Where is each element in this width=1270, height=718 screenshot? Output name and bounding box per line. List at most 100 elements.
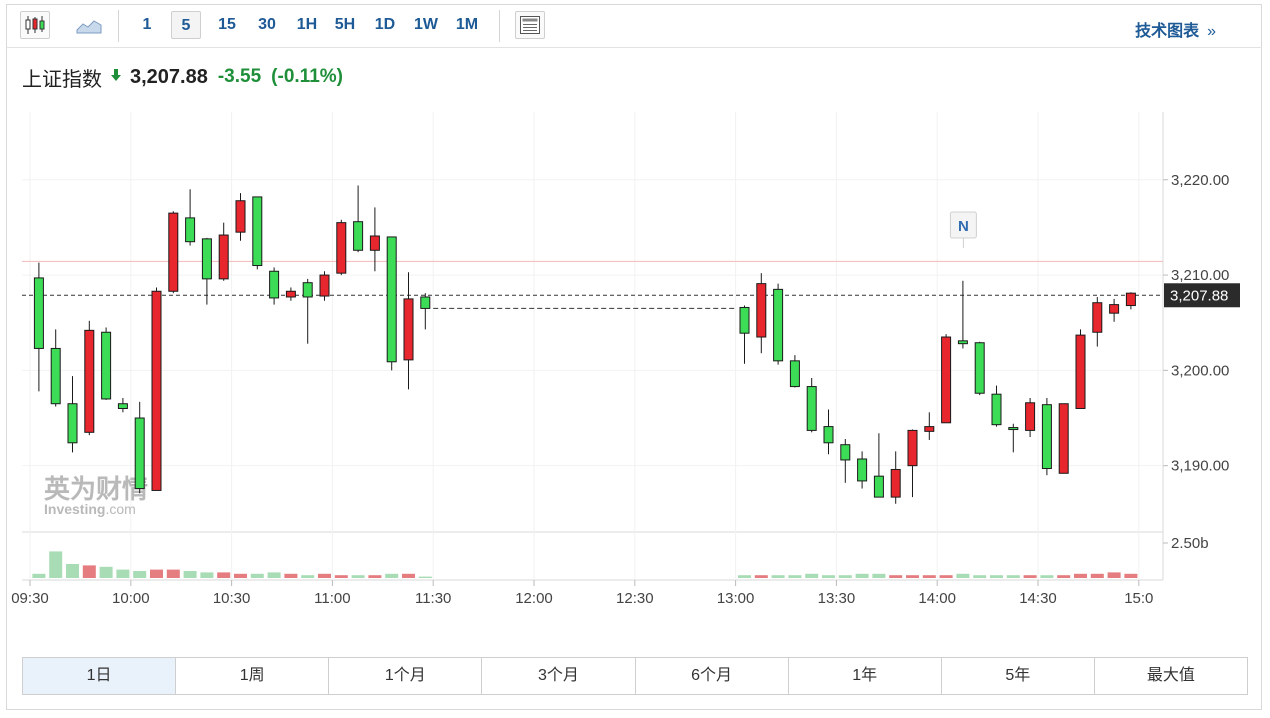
candle-body[interactable]: [1008, 427, 1019, 431]
quote-header: 上证指数 3,207.88 -3.55 (-0.11%): [22, 64, 343, 91]
volume-bar: [771, 575, 785, 578]
candle-body[interactable]: [386, 236, 397, 363]
volume-bar: [116, 569, 130, 578]
range-button-7[interactable]: 最大值: [1146, 667, 1195, 684]
x-tick-label: 13:00: [717, 590, 755, 607]
candle-body[interactable]: [907, 429, 918, 467]
chart-axes: 3,220.00 3,210.00 3,200.00 3,190.00 09:30 10:…: [11, 172, 1240, 607]
candle-body[interactable]: [773, 288, 784, 362]
candle-body[interactable]: [1125, 292, 1136, 307]
candle-body[interactable]: [67, 403, 78, 444]
candle-body[interactable]: [33, 277, 44, 349]
candlestick-chart[interactable]: 英为财情 Investing.com 3,220.00 3,210.00 3,200…: [0, 0, 1270, 650]
candle-body[interactable]: [403, 298, 414, 361]
candle-body[interactable]: [134, 417, 145, 490]
chevron-right-icon: »: [1207, 23, 1216, 40]
range-button-2[interactable]: 1个月: [329, 658, 483, 694]
volume-bar: [990, 575, 1003, 578]
candle-body[interactable]: [353, 221, 364, 251]
chart-annotation: N: [949, 211, 977, 248]
candle-body[interactable]: [185, 217, 196, 243]
last-price-tag-label: 3,207.88: [1170, 287, 1228, 304]
volume-bar: [166, 569, 180, 578]
range-button-6[interactable]: 5年: [942, 658, 1095, 694]
candle-body[interactable]: [218, 234, 229, 280]
indicators-icon[interactable]: [515, 11, 545, 39]
candle-body[interactable]: [806, 386, 817, 431]
candle-body[interactable]: [269, 270, 280, 299]
candle-body[interactable]: [420, 296, 431, 309]
candle-body[interactable]: [117, 403, 128, 409]
candle-body[interactable]: [319, 274, 330, 297]
candle-body[interactable]: [252, 196, 263, 267]
candle-body[interactable]: [974, 342, 985, 394]
candle-body[interactable]: [890, 468, 901, 498]
candle-body[interactable]: [1075, 334, 1086, 409]
range-button-1[interactable]: 1周: [176, 658, 330, 694]
candle-body[interactable]: [50, 347, 61, 405]
technical-chart-link[interactable]: 技术图表 »: [1135, 17, 1216, 41]
candle-body[interactable]: [201, 238, 212, 280]
chart-grid: [22, 112, 1164, 581]
volume-bar: [66, 564, 79, 578]
candle-body[interactable]: [285, 290, 296, 298]
candle-body[interactable]: [369, 235, 380, 251]
volume-bar: [788, 575, 802, 578]
x-tick-label: 10:00: [112, 590, 150, 607]
x-tick-label: 12:00: [515, 590, 553, 607]
candle-body[interactable]: [991, 393, 1002, 426]
candle-body[interactable]: [823, 426, 834, 444]
volume-bar: [1074, 573, 1087, 578]
candle-body[interactable]: [101, 331, 112, 400]
candle-body[interactable]: [1025, 402, 1036, 431]
candle-body[interactable]: [1058, 403, 1069, 474]
candle-body[interactable]: [168, 212, 179, 292]
area-chart-type-icon[interactable]: [74, 11, 104, 39]
y-tick-label: 3,210.00: [1171, 267, 1229, 284]
candle-body[interactable]: [840, 444, 851, 461]
interval-5h[interactable]: 5H: [334, 16, 356, 33]
range-button-4[interactable]: 6个月: [636, 658, 789, 694]
range-button-5[interactable]: 1年: [789, 658, 942, 694]
candle-body[interactable]: [1092, 302, 1103, 333]
interval-5[interactable]: 5: [171, 11, 201, 39]
interval-30[interactable]: 30: [258, 16, 276, 33]
volume-bar: [922, 575, 936, 578]
candlestick-chart-type-icon[interactable]: [20, 11, 50, 39]
candle-body[interactable]: [756, 283, 767, 338]
candle-body[interactable]: [924, 426, 935, 432]
candle-body[interactable]: [873, 475, 884, 498]
volume-bar: [334, 575, 348, 578]
volume-bar: [200, 572, 214, 578]
interval-1m[interactable]: 1M: [455, 16, 479, 33]
volume-bar: [1006, 575, 1020, 578]
index-name: 上证指数: [22, 68, 102, 91]
interval-1w[interactable]: 1W: [414, 16, 438, 33]
candle-body[interactable]: [235, 200, 246, 233]
interval-1d[interactable]: 1D: [374, 16, 396, 33]
volume-bar: [99, 566, 113, 578]
interval-15[interactable]: 15: [218, 16, 236, 33]
candle-body[interactable]: [739, 306, 750, 334]
range-button-0[interactable]: 1日: [23, 658, 177, 694]
volume-bar: [906, 575, 919, 578]
candle-body[interactable]: [1041, 404, 1052, 470]
price-down-arrow-icon: [110, 68, 122, 87]
candle-body[interactable]: [957, 340, 968, 345]
candle-body[interactable]: [941, 336, 952, 424]
volume-bar: [284, 573, 298, 578]
candle-body[interactable]: [789, 360, 800, 388]
candle-body[interactable]: [857, 458, 868, 482]
candle-body[interactable]: [151, 290, 162, 491]
watermark-brand-text: 英为财情: [44, 475, 148, 505]
volume-bar: [738, 575, 751, 578]
candle-body[interactable]: [1109, 304, 1120, 314]
range-button-3[interactable]: 3个月: [482, 658, 636, 694]
interval-1[interactable]: 1: [142, 16, 152, 33]
interval-1h[interactable]: 1H: [296, 16, 318, 33]
candle-body[interactable]: [302, 282, 313, 298]
candle-body[interactable]: [84, 329, 95, 433]
volume-bar: [889, 575, 903, 578]
volume-bar: [49, 551, 63, 578]
candle-body[interactable]: [336, 222, 347, 274]
